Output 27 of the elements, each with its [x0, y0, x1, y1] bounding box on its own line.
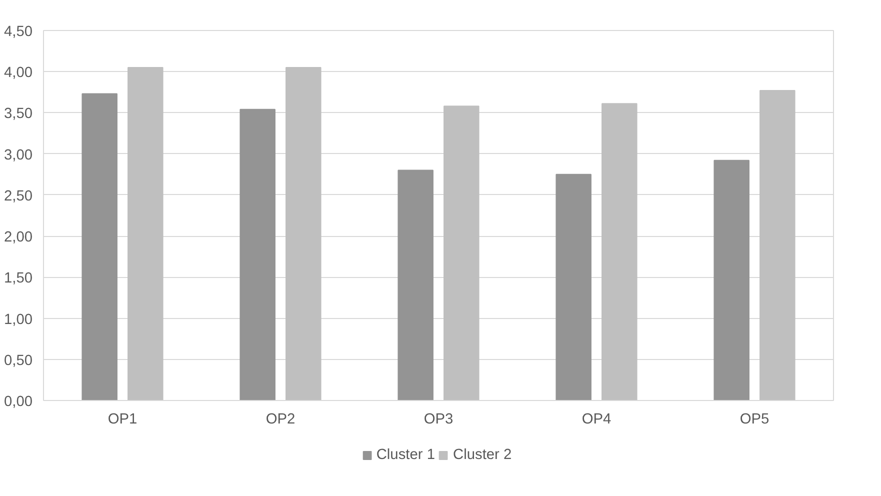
x-tick-label: OP5	[740, 412, 770, 428]
y-tick-label: 2,00	[4, 230, 33, 246]
y-tick-label: 4,00	[4, 65, 33, 82]
legend-label: Cluster 2	[453, 447, 512, 463]
y-tick-label: 4,50	[4, 24, 33, 40]
y-tick-label: 1,00	[4, 312, 33, 328]
bar	[444, 106, 480, 400]
bar	[286, 67, 322, 400]
x-tick-label: OP1	[108, 412, 138, 428]
bar	[556, 174, 592, 400]
y-tick-label: 0,00	[4, 394, 33, 410]
bar	[602, 103, 638, 400]
y-tick-label: 1,50	[4, 270, 33, 287]
bar	[398, 170, 434, 400]
legend-label: Cluster 1	[376, 447, 435, 463]
x-tick-label: OP2	[266, 412, 296, 428]
x-tick-label: OP3	[424, 412, 454, 428]
y-tick-label: 3,00	[4, 147, 33, 164]
y-tick-label: 2,50	[4, 188, 33, 204]
bar	[714, 160, 750, 400]
bar	[82, 93, 118, 400]
bar	[240, 108, 276, 400]
y-tick-label: 3,50	[4, 106, 33, 122]
bar	[128, 67, 164, 400]
y-tick-label: 0,50	[4, 352, 33, 369]
bar	[760, 90, 796, 400]
x-tick-label: OP4	[582, 412, 612, 428]
